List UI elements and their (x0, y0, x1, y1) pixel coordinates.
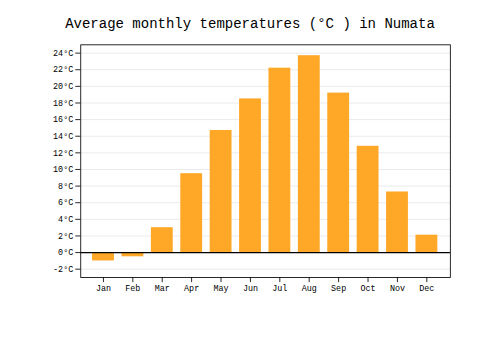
svg-text:0°C: 0°C (58, 248, 73, 258)
svg-text:20°C: 20°C (53, 82, 73, 92)
svg-text:Feb: Feb (125, 284, 140, 294)
svg-text:Jan: Jan (96, 284, 111, 294)
svg-text:Jun: Jun (243, 284, 258, 294)
svg-text:16°C: 16°C (53, 115, 73, 125)
svg-text:4°C: 4°C (58, 215, 73, 225)
svg-text:Oct: Oct (360, 284, 375, 294)
svg-text:18°C: 18°C (53, 99, 73, 109)
html-text:Average monthly temperatures (: Average monthly temperatures (°C ) in Nu… (65, 16, 435, 32)
svg-text:Sep: Sep (331, 284, 346, 294)
svg-text:8°C: 8°C (58, 182, 73, 192)
svg-text:May: May (213, 284, 228, 294)
svg-text:14°C: 14°C (53, 132, 73, 142)
svg-text:Jul: Jul (272, 284, 287, 294)
svg-text:Mar: Mar (155, 284, 170, 294)
svg-text:Apr: Apr (184, 284, 199, 294)
svg-text:2°C: 2°C (58, 232, 73, 242)
svg-text:Dec: Dec (419, 284, 434, 294)
svg-text:10°C: 10°C (53, 165, 73, 175)
svg-text:24°C: 24°C (53, 49, 73, 59)
svg-text:22°C: 22°C (53, 65, 73, 75)
svg-text:-2°C: -2°C (53, 265, 73, 275)
svg-text:12°C: 12°C (53, 149, 73, 159)
svg-text:Aug: Aug (302, 284, 317, 294)
svg-text:6°C: 6°C (58, 198, 73, 208)
svg-text:Nov: Nov (390, 284, 405, 294)
